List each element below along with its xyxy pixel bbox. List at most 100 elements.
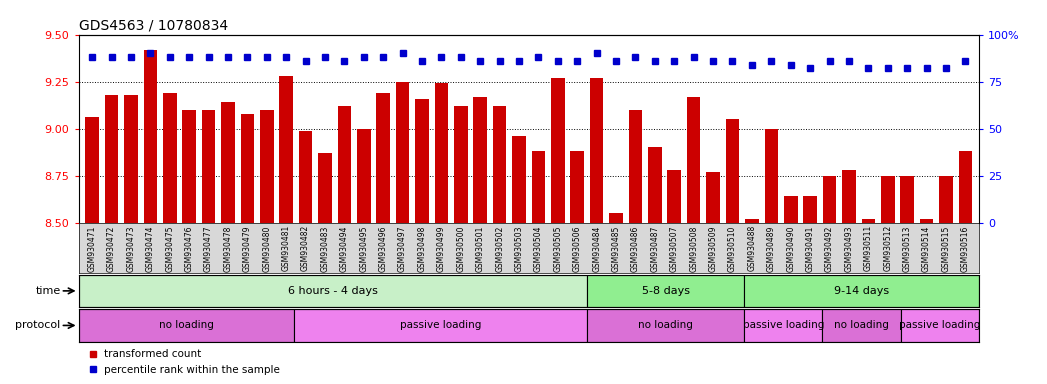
Text: time: time xyxy=(36,286,61,296)
Bar xyxy=(493,106,507,223)
Bar xyxy=(551,78,564,223)
Bar xyxy=(900,176,914,223)
Bar xyxy=(881,176,894,223)
Text: GSM930488: GSM930488 xyxy=(748,225,756,271)
Bar xyxy=(609,213,623,223)
Bar xyxy=(318,153,332,223)
Text: GSM930487: GSM930487 xyxy=(650,225,660,271)
Text: GSM930496: GSM930496 xyxy=(379,225,387,272)
Bar xyxy=(294,309,587,342)
Text: GSM930507: GSM930507 xyxy=(670,225,678,272)
Text: no loading: no loading xyxy=(159,320,214,331)
Bar xyxy=(744,309,822,342)
Text: GSM930495: GSM930495 xyxy=(359,225,369,272)
Bar xyxy=(628,110,642,223)
Text: GSM930485: GSM930485 xyxy=(611,225,621,271)
Bar xyxy=(668,170,681,223)
Text: GSM930513: GSM930513 xyxy=(903,225,912,271)
Bar xyxy=(919,219,933,223)
Text: GSM930473: GSM930473 xyxy=(127,225,135,272)
Text: GSM930506: GSM930506 xyxy=(573,225,582,272)
Bar xyxy=(396,82,409,223)
Bar xyxy=(416,99,429,223)
Text: GSM930508: GSM930508 xyxy=(689,225,698,271)
Text: GSM930477: GSM930477 xyxy=(204,225,213,272)
Bar xyxy=(473,97,487,223)
Text: GSM930502: GSM930502 xyxy=(495,225,504,271)
Text: GSM930511: GSM930511 xyxy=(864,225,873,271)
Text: GSM930504: GSM930504 xyxy=(534,225,543,272)
Text: GSM930489: GSM930489 xyxy=(766,225,776,271)
Bar xyxy=(105,95,118,223)
Text: GSM930482: GSM930482 xyxy=(302,225,310,271)
Text: GSM930491: GSM930491 xyxy=(805,225,815,271)
Bar xyxy=(357,129,371,223)
Text: GSM930500: GSM930500 xyxy=(456,225,465,272)
Bar xyxy=(202,110,216,223)
Text: no loading: no loading xyxy=(639,320,693,331)
Bar xyxy=(79,275,587,307)
Bar xyxy=(784,196,798,223)
Text: GSM930479: GSM930479 xyxy=(243,225,252,272)
Text: GSM930499: GSM930499 xyxy=(437,225,446,272)
Bar xyxy=(454,106,468,223)
Text: GSM930490: GSM930490 xyxy=(786,225,796,272)
Text: GSM930475: GSM930475 xyxy=(165,225,174,272)
Text: GSM930514: GSM930514 xyxy=(922,225,931,271)
Text: GSM930481: GSM930481 xyxy=(282,225,291,271)
Bar xyxy=(280,76,293,223)
Text: passive loading: passive loading xyxy=(742,320,824,331)
Text: GSM930493: GSM930493 xyxy=(845,225,853,272)
Text: no loading: no loading xyxy=(834,320,889,331)
Text: GSM930483: GSM930483 xyxy=(320,225,330,271)
Bar xyxy=(707,172,720,223)
Bar xyxy=(241,114,254,223)
Text: GSM930512: GSM930512 xyxy=(884,225,892,271)
Bar xyxy=(862,219,875,223)
Text: 6 hours - 4 days: 6 hours - 4 days xyxy=(288,286,378,296)
Bar xyxy=(764,129,778,223)
Bar xyxy=(959,151,973,223)
Bar xyxy=(221,102,235,223)
Text: GSM930471: GSM930471 xyxy=(88,225,96,271)
Text: GSM930510: GSM930510 xyxy=(728,225,737,271)
Text: GSM930480: GSM930480 xyxy=(262,225,271,271)
Text: GSM930505: GSM930505 xyxy=(554,225,562,272)
Bar xyxy=(337,106,351,223)
Text: GSM930497: GSM930497 xyxy=(398,225,407,272)
Bar xyxy=(377,93,389,223)
Bar xyxy=(143,50,157,223)
Bar xyxy=(939,176,953,223)
Bar xyxy=(726,119,739,223)
Bar xyxy=(900,309,979,342)
Bar xyxy=(823,176,837,223)
Text: GDS4563 / 10780834: GDS4563 / 10780834 xyxy=(79,18,227,32)
Text: GSM930484: GSM930484 xyxy=(593,225,601,271)
Bar xyxy=(571,151,584,223)
Bar xyxy=(182,110,196,223)
Text: GSM930478: GSM930478 xyxy=(223,225,232,271)
Text: GSM930474: GSM930474 xyxy=(146,225,155,272)
Bar xyxy=(687,97,700,223)
Bar xyxy=(587,275,744,307)
Text: GSM930509: GSM930509 xyxy=(709,225,717,272)
Bar xyxy=(85,118,98,223)
Bar xyxy=(79,309,294,342)
Bar xyxy=(822,309,900,342)
Text: GSM930501: GSM930501 xyxy=(475,225,485,271)
Text: GSM930476: GSM930476 xyxy=(184,225,194,272)
Text: GSM930472: GSM930472 xyxy=(107,225,116,271)
Legend: transformed count, percentile rank within the sample: transformed count, percentile rank withi… xyxy=(84,345,284,379)
Bar xyxy=(532,151,545,223)
Bar xyxy=(260,110,273,223)
Bar xyxy=(745,219,759,223)
Bar xyxy=(842,170,855,223)
Bar xyxy=(744,275,979,307)
Bar xyxy=(435,83,448,223)
Text: passive loading: passive loading xyxy=(899,320,980,331)
Text: GSM930516: GSM930516 xyxy=(961,225,970,271)
Text: 9-14 days: 9-14 days xyxy=(834,286,889,296)
Bar xyxy=(125,95,138,223)
Bar xyxy=(298,131,312,223)
Text: GSM930486: GSM930486 xyxy=(631,225,640,271)
